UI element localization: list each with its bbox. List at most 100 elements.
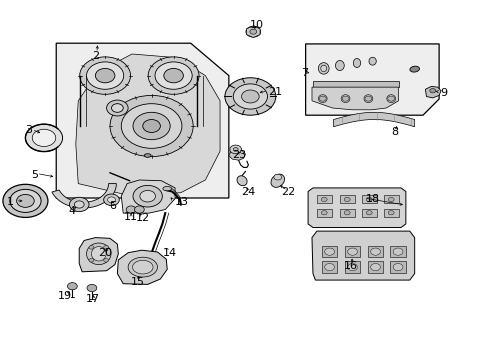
Circle shape [321,211,326,215]
Ellipse shape [363,95,372,103]
Circle shape [366,197,371,202]
Text: 18: 18 [365,194,379,204]
Text: 22: 22 [281,186,295,197]
Circle shape [241,90,259,103]
Bar [312,81,398,87]
Circle shape [121,104,182,148]
Circle shape [111,104,123,112]
Circle shape [245,26,260,37]
Text: 15: 15 [131,276,144,287]
Text: 23: 23 [232,150,246,160]
Circle shape [103,194,119,206]
Text: 1: 1 [7,197,14,207]
Bar [361,209,376,217]
Circle shape [134,206,144,213]
Circle shape [342,96,348,101]
Ellipse shape [347,264,357,271]
Circle shape [233,148,238,151]
Polygon shape [311,231,414,280]
Text: 5: 5 [31,170,38,180]
Circle shape [140,190,155,202]
Circle shape [17,194,34,207]
Circle shape [3,184,48,217]
Ellipse shape [324,264,334,271]
Circle shape [67,283,77,290]
Circle shape [69,197,89,212]
Circle shape [224,78,275,115]
Ellipse shape [324,248,334,255]
Bar [361,195,376,203]
Text: 7: 7 [300,68,307,78]
Ellipse shape [318,63,328,74]
Circle shape [155,62,192,89]
Circle shape [387,96,394,101]
Circle shape [80,57,130,94]
Circle shape [110,95,193,157]
Bar [383,195,398,203]
Polygon shape [228,149,245,160]
Text: 20: 20 [98,248,112,258]
Ellipse shape [352,58,360,68]
Ellipse shape [270,174,284,187]
Polygon shape [425,86,440,98]
Circle shape [163,68,183,83]
Ellipse shape [370,264,380,271]
Ellipse shape [91,247,106,261]
Bar [367,261,383,273]
Bar [339,209,354,217]
Circle shape [86,62,123,89]
Ellipse shape [132,260,153,274]
Polygon shape [307,188,405,228]
Text: 11: 11 [124,212,138,222]
Circle shape [89,258,94,262]
Bar [389,261,405,273]
Ellipse shape [318,95,326,103]
Polygon shape [333,112,414,127]
Ellipse shape [368,57,376,65]
Ellipse shape [144,154,151,157]
Ellipse shape [128,257,157,277]
Circle shape [229,145,241,154]
Text: 4: 4 [69,206,76,216]
Polygon shape [79,238,118,272]
Circle shape [273,174,281,180]
Text: 14: 14 [163,248,177,258]
Circle shape [107,197,115,203]
Polygon shape [246,26,260,37]
Ellipse shape [335,60,344,71]
Ellipse shape [341,95,349,103]
Circle shape [103,246,108,249]
Text: 8: 8 [391,127,398,138]
Circle shape [387,197,393,202]
Circle shape [103,258,108,262]
Bar [389,246,405,257]
Circle shape [233,84,267,109]
Bar [339,195,354,203]
Circle shape [429,89,435,93]
Bar [316,209,331,217]
Text: 2: 2 [92,51,99,61]
Ellipse shape [86,243,111,265]
Circle shape [387,211,393,215]
Text: 13: 13 [175,197,189,207]
Circle shape [10,189,41,212]
Text: 17: 17 [86,294,100,304]
Text: 21: 21 [267,87,282,97]
Circle shape [364,96,371,101]
Polygon shape [305,44,438,115]
Polygon shape [311,87,398,110]
Polygon shape [56,43,228,198]
Circle shape [87,284,97,292]
Circle shape [89,246,94,249]
Circle shape [344,211,349,215]
Circle shape [74,201,84,208]
Bar [344,261,360,273]
Text: 10: 10 [249,20,263,30]
Polygon shape [117,250,167,284]
Ellipse shape [237,176,246,186]
Circle shape [142,120,160,132]
Bar [316,195,331,203]
Circle shape [133,185,162,207]
Ellipse shape [392,264,402,271]
Circle shape [249,29,256,34]
